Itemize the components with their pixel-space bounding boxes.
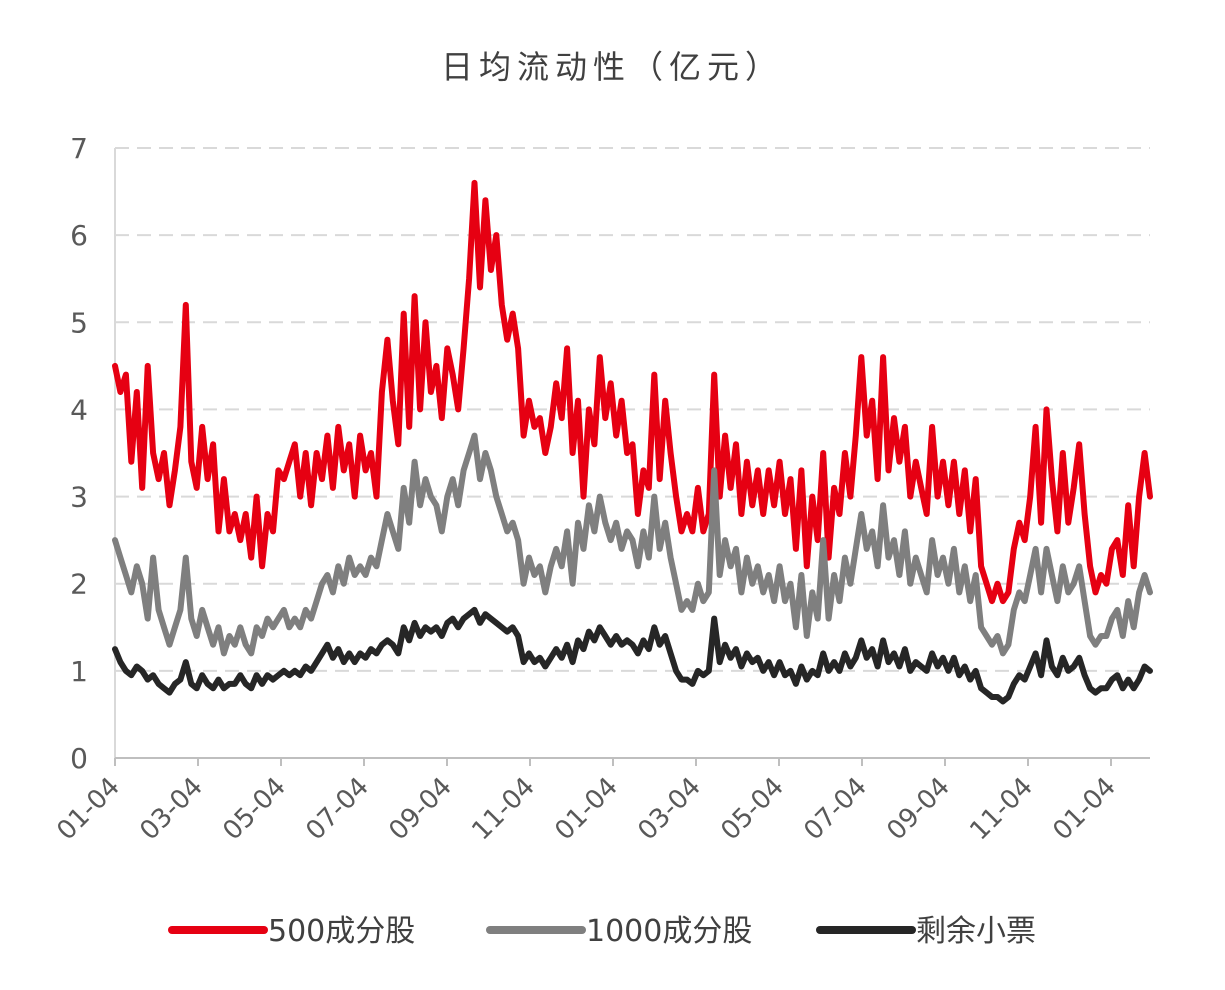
series-line-1 (112, 432, 1153, 657)
x-tick-label: 05-04 (715, 772, 790, 847)
y-tick-label: 7 (70, 132, 88, 165)
y-tick-label: 3 (70, 481, 88, 514)
legend-label-0: 500成分股 (268, 914, 415, 949)
x-tick-label: 01-04 (1047, 772, 1122, 847)
x-tick-label: 01-04 (51, 772, 126, 847)
chart-title: 日均流动性（亿元） (441, 48, 783, 86)
y-tick-label: 5 (70, 306, 88, 339)
x-tick-label: 09-04 (383, 772, 458, 847)
x-tick-label: 05-04 (217, 772, 292, 847)
legend: 500成分股 1000成分股 剩余小票 (168, 914, 1036, 949)
y-tick-label: 0 (70, 742, 88, 775)
series-lines (112, 179, 1153, 705)
x-tick-label: 07-04 (300, 772, 375, 847)
x-tick-label: 03-04 (632, 772, 707, 847)
legend-label-1: 1000成分股 (586, 914, 752, 949)
series-line-0 (112, 179, 1153, 605)
y-tick-label: 2 (70, 568, 88, 601)
x-tick-label: 03-04 (134, 772, 209, 847)
x-tick-label: 11-04 (964, 772, 1039, 847)
y-tick-label: 6 (70, 219, 88, 252)
legend-label-2: 剩余小票 (916, 914, 1036, 949)
x-tick-label: 09-04 (881, 772, 956, 847)
series-line-2 (112, 606, 1153, 705)
x-tick-label: 01-04 (549, 772, 624, 847)
y-tick-label: 4 (70, 393, 88, 426)
y-tick-label: 1 (70, 655, 88, 688)
x-tick-label: 07-04 (798, 772, 873, 847)
x-tick-label: 11-04 (466, 772, 541, 847)
